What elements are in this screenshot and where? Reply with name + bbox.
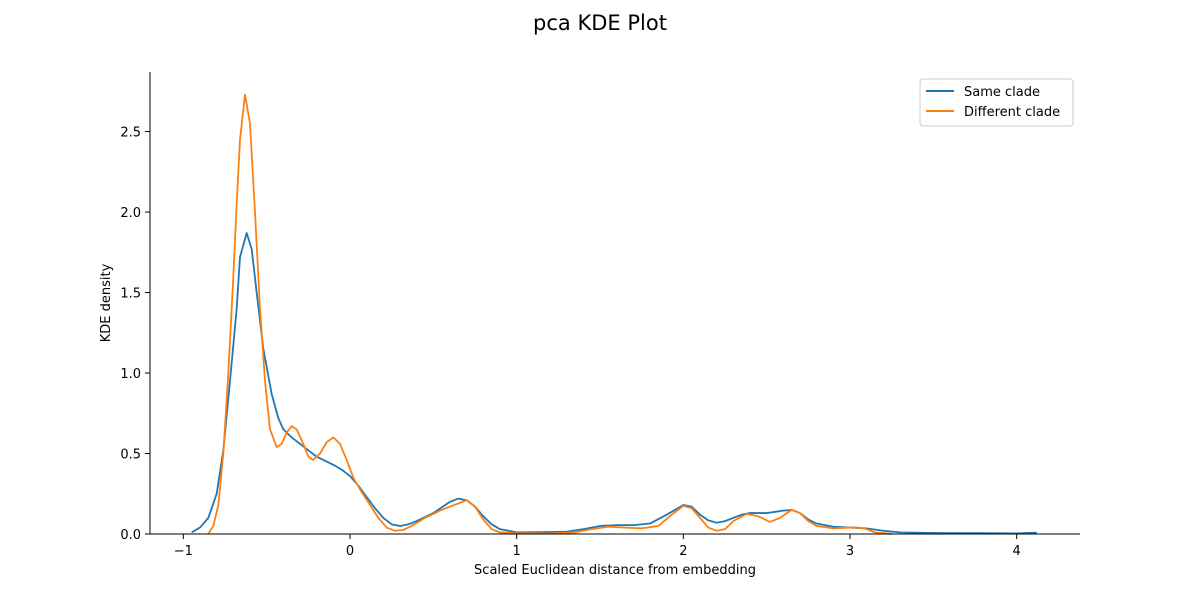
y-tick-label: 2.5: [120, 126, 141, 141]
x-tick-label: 4: [1013, 544, 1021, 559]
plot-lines: [191, 93, 1037, 535]
y-tick-label: 1.5: [120, 287, 141, 302]
series-line-same-clade: [191, 232, 1037, 535]
legend-label-different-clade: Different clade: [964, 105, 1060, 120]
x-tick-label: 0: [346, 544, 354, 559]
x-axis-label: Scaled Euclidean distance from embedding: [474, 563, 756, 578]
x-tick-label: 3: [846, 544, 854, 559]
x-tick-label: 2: [679, 544, 687, 559]
y-tick-label: 1.0: [120, 367, 141, 382]
x-axis-ticks: −1 0 1 2 3 4: [174, 534, 1021, 559]
x-tick-label: −1: [174, 544, 193, 559]
chart-title: pca KDE Plot: [533, 11, 667, 35]
legend: Same clade Different clade: [919, 78, 1074, 127]
y-axis-label: KDE density: [99, 263, 114, 342]
y-tick-label: 0.0: [120, 528, 141, 543]
legend-frame: [919, 78, 1074, 127]
x-tick-label: 1: [513, 544, 521, 559]
y-axis-ticks: 0.0 0.5 1.0 1.5 2.0 2.5: [120, 126, 150, 543]
y-tick-label: 2.0: [120, 206, 141, 221]
y-tick-label: 0.5: [120, 448, 141, 463]
legend-label-same-clade: Same clade: [964, 85, 1040, 100]
series-line-different-clade: [207, 93, 892, 535]
